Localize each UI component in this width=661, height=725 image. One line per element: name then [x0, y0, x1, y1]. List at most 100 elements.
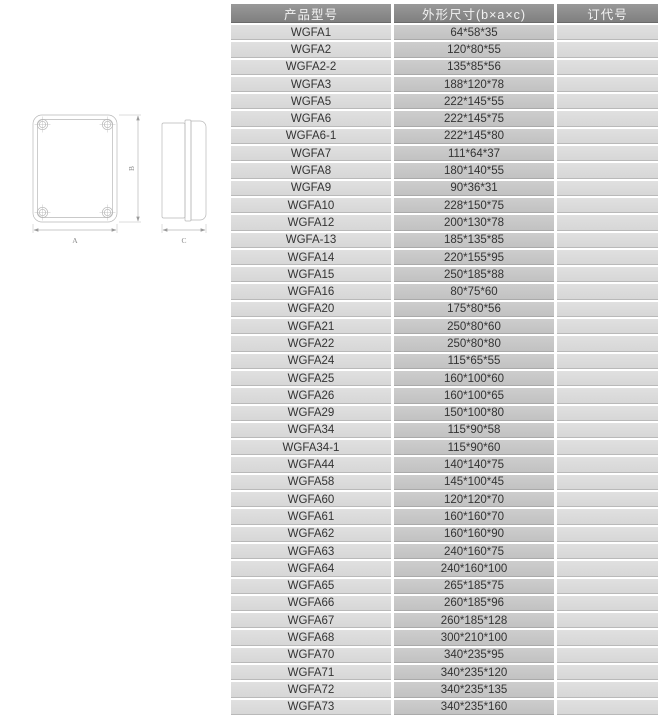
order-code-cell: [557, 699, 658, 715]
order-code-cell: [557, 249, 658, 266]
table-row: WGFA14 220*155*95: [231, 249, 658, 266]
dimensions-cell: 180*140*55: [394, 163, 554, 179]
model-cell: WGFA2-2: [231, 59, 391, 75]
enclosure-technical-drawing: B A C: [32, 114, 207, 245]
model-cell: WGFA14: [231, 249, 391, 266]
model-cell: WGFA65: [231, 578, 391, 594]
order-code-cell: [557, 370, 658, 387]
order-code-cell: [557, 197, 658, 214]
model-cell: WGFA63: [231, 543, 391, 560]
table-row: WGFA25 160*100*60: [231, 370, 658, 387]
dimensions-cell: 175*80*56: [394, 301, 554, 318]
table-row: WGFA21 250*80*60: [231, 319, 658, 335]
dimensions-cell: 340*235*160: [394, 699, 554, 715]
table-row: WGFA7 111*64*37: [231, 146, 658, 162]
model-cell: WGFA72: [231, 682, 391, 698]
dimensions-cell: 340*235*120: [394, 664, 554, 681]
dimensions-cell: 260*185*96: [394, 595, 554, 612]
model-cell: WGFA5: [231, 94, 391, 110]
table-row: WGFA10 228*150*75: [231, 197, 658, 214]
order-code-cell: [557, 59, 658, 75]
dimensions-cell: 228*150*75: [394, 197, 554, 214]
table-row: WGFA60 120*120*70: [231, 492, 658, 508]
model-cell: WGFA25: [231, 370, 391, 387]
front-outer-outline: [32, 114, 118, 223]
model-cell: WGFA-13: [231, 232, 391, 248]
dimensions-cell: 240*160*75: [394, 543, 554, 560]
table-row: WGFA16 80*75*60: [231, 284, 658, 300]
dimension-a: A: [32, 224, 118, 245]
column-header-order-code: 订代号: [557, 4, 658, 23]
table-row: WGFA58 145*100*45: [231, 474, 658, 491]
model-cell: WGFA60: [231, 492, 391, 508]
table-row: WGFA5 222*145*55: [231, 94, 658, 110]
dimensions-cell: 160*160*90: [394, 526, 554, 542]
model-cell: WGFA68: [231, 630, 391, 646]
model-cell: WGFA3: [231, 76, 391, 93]
table-row: WGFA2 120*80*55: [231, 42, 658, 58]
model-cell: WGFA29: [231, 405, 391, 421]
model-cell: WGFA6: [231, 111, 391, 127]
order-code-cell: [557, 232, 658, 248]
order-code-cell: [557, 664, 658, 681]
dimensions-cell: 64*58*35: [394, 25, 554, 41]
corner-screw-icon: [34, 116, 51, 133]
table-row: WGFA61 160*160*70: [231, 509, 658, 525]
dimension-b: B: [119, 114, 141, 223]
table-row: WGFA20 175*80*56: [231, 301, 658, 318]
dimensions-cell: 222*145*55: [394, 94, 554, 110]
order-code-cell: [557, 163, 658, 179]
table-row: WGFA63 240*160*75: [231, 543, 658, 560]
model-cell: WGFA10: [231, 197, 391, 214]
order-code-cell: [557, 630, 658, 646]
dimensions-cell: 222*145*75: [394, 111, 554, 127]
order-code-cell: [557, 267, 658, 283]
order-code-cell: [557, 440, 658, 456]
dimensions-cell: 115*90*58: [394, 422, 554, 439]
table-row: WGFA44 140*140*75: [231, 457, 658, 473]
corner-screw-icon: [34, 204, 51, 221]
dimensions-cell: 115*65*55: [394, 353, 554, 369]
order-code-cell: [557, 353, 658, 369]
dim-label-b: B: [127, 166, 136, 171]
order-code-cell: [557, 405, 658, 421]
dimensions-cell: 160*100*60: [394, 370, 554, 387]
model-cell: WGFA1: [231, 25, 391, 41]
dimensions-cell: 120*120*70: [394, 492, 554, 508]
dimensions-cell: 260*185*128: [394, 613, 554, 629]
model-cell: WGFA22: [231, 336, 391, 352]
dimensions-cell: 265*185*75: [394, 578, 554, 594]
order-code-cell: [557, 492, 658, 508]
dimensions-cell: 115*90*60: [394, 440, 554, 456]
dimensions-cell: 340*235*135: [394, 682, 554, 698]
table-row: WGFA73 340*235*160: [231, 699, 658, 715]
order-code-cell: [557, 388, 658, 404]
dimensions-cell: 240*160*100: [394, 561, 554, 577]
dimensions-cell: 90*36*31: [394, 180, 554, 196]
model-cell: WGFA9: [231, 180, 391, 196]
order-code-cell: [557, 146, 658, 162]
model-cell: WGFA62: [231, 526, 391, 542]
table-row: WGFA-13 185*135*85: [231, 232, 658, 248]
dimensions-cell: 250*80*80: [394, 336, 554, 352]
model-cell: WGFA71: [231, 664, 391, 681]
model-cell: WGFA70: [231, 647, 391, 663]
table-row: WGFA29 150*100*80: [231, 405, 658, 421]
dimensions-cell: 111*64*37: [394, 146, 554, 162]
order-code-cell: [557, 128, 658, 145]
order-code-cell: [557, 76, 658, 93]
order-code-cell: [557, 111, 658, 127]
order-code-cell: [557, 474, 658, 491]
model-cell: WGFA21: [231, 319, 391, 335]
dimensions-cell: 250*185*88: [394, 267, 554, 283]
order-code-cell: [557, 319, 658, 335]
table-row: WGFA71 340*235*120: [231, 664, 658, 681]
model-cell: WGFA34: [231, 422, 391, 439]
order-code-cell: [557, 613, 658, 629]
order-code-cell: [557, 595, 658, 612]
order-code-cell: [557, 561, 658, 577]
model-cell: WGFA73: [231, 699, 391, 715]
dimensions-cell: 160*160*70: [394, 509, 554, 525]
table-row: WGFA34 115*90*58: [231, 422, 658, 439]
